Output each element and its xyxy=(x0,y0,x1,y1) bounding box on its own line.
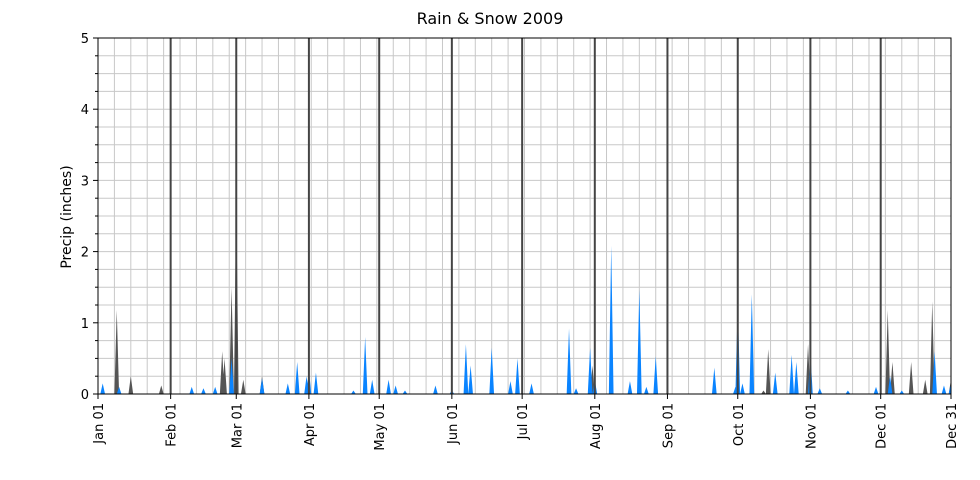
x-tick-label: Jul 01 xyxy=(516,403,531,440)
y-tick-label: 2 xyxy=(81,246,89,261)
y-axis-label: Precip (inches) xyxy=(59,165,75,268)
grid xyxy=(98,37,951,395)
x-tick-label: Jun 01 xyxy=(446,403,461,445)
series-layer xyxy=(100,198,952,394)
x-tick-label: Mar 01 xyxy=(230,403,245,448)
x-tick-label: Dec 01 xyxy=(875,403,890,449)
x-tick-label: Sep 01 xyxy=(661,403,676,448)
y-tick-label: 4 xyxy=(81,103,89,118)
x-tick-label: Feb 01 xyxy=(165,403,180,447)
y-tick-label: 1 xyxy=(81,317,89,332)
x-tick-label: Nov 01 xyxy=(804,403,819,449)
x-tick-label: Apr 01 xyxy=(303,403,318,446)
y-tick-label: 5 xyxy=(81,32,89,47)
y-tick-label: 3 xyxy=(81,174,89,189)
series-area-0 xyxy=(114,198,951,394)
x-tick-label: Dec 31 xyxy=(945,403,960,449)
chart-title: Rain & Snow 2009 xyxy=(417,9,564,28)
series-area-1 xyxy=(100,245,952,394)
y-tick-label: 0 xyxy=(81,388,89,403)
x-tick-label: May 01 xyxy=(373,403,388,451)
month-lines xyxy=(169,38,882,394)
x-tick-label: Oct 01 xyxy=(732,403,747,446)
y-ticks: 0 1 2 3 4 5 xyxy=(81,32,98,403)
x-tick-label: Jan 01 xyxy=(92,403,107,445)
x-ticks: Jan 01 Feb 01 Mar 01 Apr 01 May 01 Jun 01 Jul … xyxy=(92,394,960,451)
x-tick-label: Aug 01 xyxy=(589,403,604,449)
